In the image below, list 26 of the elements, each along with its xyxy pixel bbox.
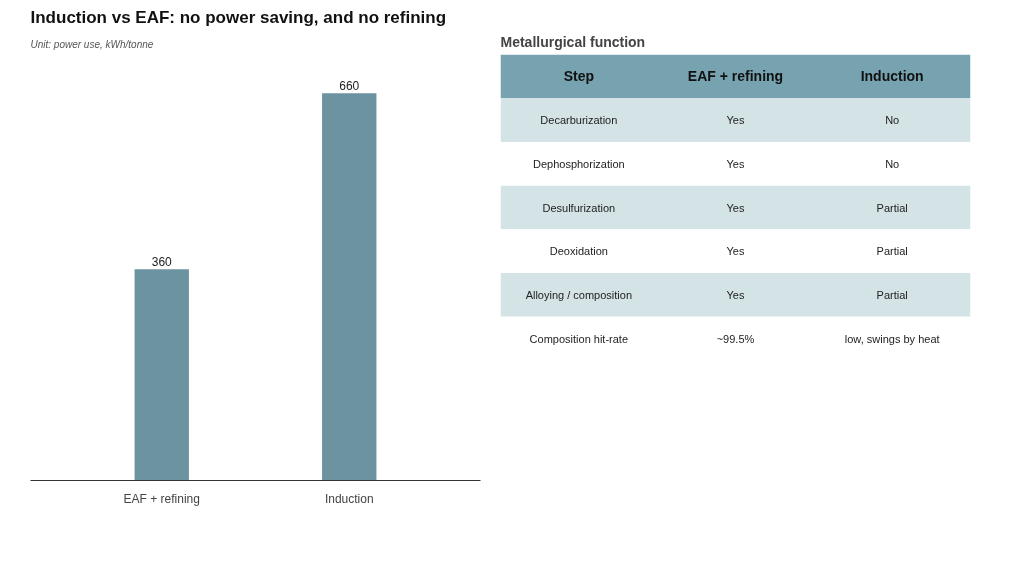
chart-subtitle: Unit: power use, kWh/tonne [30,38,154,50]
text: low, swings by heat [844,332,940,345]
text: Partial [876,201,908,214]
text: Metallurgical function [500,33,646,50]
data-label: 360 [151,255,173,270]
category-label: Dephosphorization [532,157,625,170]
text: Yes [726,245,745,258]
category-label: Induction [860,68,924,85]
text: Partial [876,245,908,258]
category-label: Composition hit-rate [529,332,629,345]
category-label: EAF + refining [687,68,784,85]
text: Yes [726,157,745,170]
chart-title: Induction vs EAF: no power saving, and no refining [30,7,447,27]
category-label: Step [563,68,595,85]
text: Yes [726,201,745,214]
text: Yes [726,288,745,301]
text: Yes [726,114,745,127]
category-label: Desulfurization [542,201,616,214]
category-label: Decarburization [540,114,618,127]
category-label: Deoxidation [549,245,608,258]
data-label: 660 [339,79,360,94]
text: No [885,114,900,127]
text: ~99.5% [716,332,755,345]
text: No [885,157,900,170]
text: Partial [876,288,908,301]
category-label: Alloying / composition [525,288,633,301]
